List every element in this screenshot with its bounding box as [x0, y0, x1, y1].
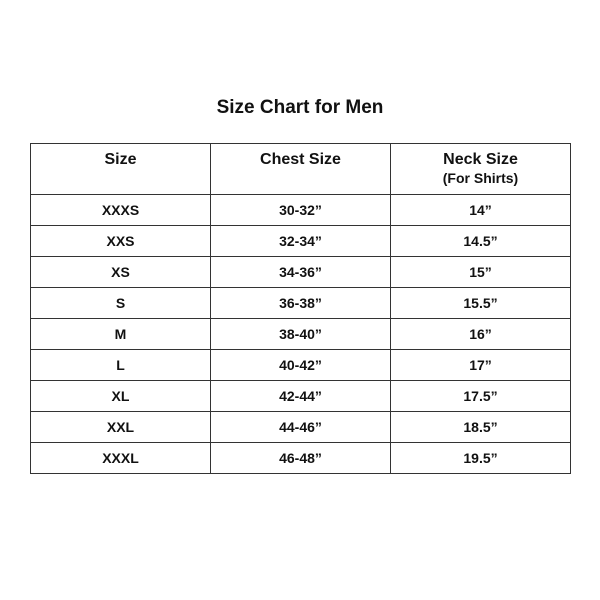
header-chest-size: Chest Size — [210, 143, 391, 195]
table-row: XXXS 30-32” 14” — [30, 194, 571, 226]
size-cell: S — [30, 287, 211, 319]
neck-size-cell: 17” — [390, 349, 571, 381]
chart-title: Size Chart for Men — [216, 97, 384, 118]
table-row: S 36-38” 15.5” — [30, 287, 571, 319]
chest-size-cell: 40-42” — [210, 349, 391, 381]
size-table: Size Chest Size Neck Size (For Shirts) XX… — [30, 143, 571, 474]
size-cell: XS — [30, 256, 211, 288]
chest-size-cell: 32-34” — [210, 225, 391, 257]
header-neck-size: Neck Size (For Shirts) — [390, 143, 571, 195]
chest-size-cell: 34-36” — [210, 256, 391, 288]
chest-size-cell: 36-38” — [210, 287, 391, 319]
neck-size-cell: 19.5” — [390, 442, 571, 474]
header-size: Size — [30, 143, 211, 195]
chest-size-cell: 46-48” — [210, 442, 391, 474]
chest-size-cell: 44-46” — [210, 411, 391, 443]
table-row: XXS 32-34” 14.5” — [30, 225, 571, 257]
table-row: XXXL 46-48” 19.5” — [30, 442, 571, 474]
table-row: M 38-40” 16” — [30, 318, 571, 350]
table-row: XS 34-36” 15” — [30, 256, 571, 288]
size-cell: M — [30, 318, 211, 350]
neck-size-cell: 17.5” — [390, 380, 571, 412]
table-row: XL 42-44” 17.5” — [30, 380, 571, 412]
size-cell: L — [30, 349, 211, 381]
neck-size-cell: 16” — [390, 318, 571, 350]
neck-size-cell: 15” — [390, 256, 571, 288]
size-cell: XXL — [30, 411, 211, 443]
header-neck-subtitle: (For Shirts) — [442, 170, 519, 186]
neck-size-cell: 14.5” — [390, 225, 571, 257]
size-cell: XL — [30, 380, 211, 412]
size-cell: XXXL — [30, 442, 211, 474]
chest-size-cell: 38-40” — [210, 318, 391, 350]
chest-size-cell: 30-32” — [210, 194, 391, 226]
size-cell: XXXS — [30, 194, 211, 226]
neck-size-cell: 14” — [390, 194, 571, 226]
table-row: XXL 44-46” 18.5” — [30, 411, 571, 443]
size-cell: XXS — [30, 225, 211, 257]
neck-size-cell: 18.5” — [390, 411, 571, 443]
table-row: L 40-42” 17” — [30, 349, 571, 381]
chest-size-cell: 42-44” — [210, 380, 391, 412]
neck-size-cell: 15.5” — [390, 287, 571, 319]
header-row: Size Chest Size Neck Size (For Shirts) — [30, 143, 571, 195]
